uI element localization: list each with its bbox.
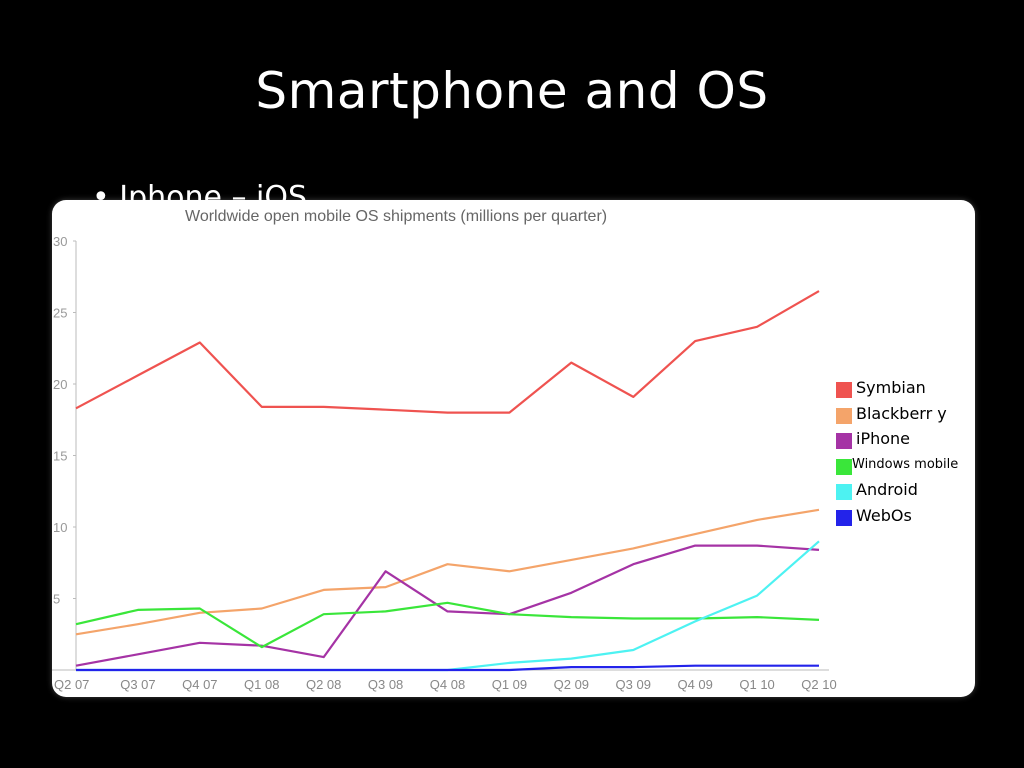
series-line-symbian — [75, 290, 820, 414]
x-tick-label: Q2 08 — [306, 677, 341, 692]
chart-reflection — [52, 700, 975, 768]
chart-card: Worldwide open mobile OS shipments (mill… — [52, 200, 975, 697]
series-line-iphone — [75, 544, 820, 667]
series-line-webos — [76, 664, 819, 672]
legend-swatch — [836, 382, 852, 398]
x-tick-label: Q4 07 — [182, 677, 217, 692]
legend-swatch — [836, 433, 852, 449]
legend-item: Blackberr y — [834, 402, 974, 428]
legend-label: Blackberr y — [856, 403, 947, 423]
legend-swatch — [836, 407, 852, 424]
x-tick-label: Q1 08 — [244, 677, 279, 692]
x-tick-label: Q1 10 — [739, 677, 774, 692]
chart-legend: Symbian Blackberr y iPhone Windows mobile An… — [834, 376, 974, 529]
legend-swatch — [836, 458, 852, 475]
x-tick-label: Q2 07 — [54, 677, 89, 692]
y-tick-label: 20 — [53, 377, 67, 392]
slide-title: Smartphone and OS — [255, 62, 769, 120]
series-line-blackberr-y — [75, 508, 820, 636]
y-tick-label: 30 — [53, 234, 67, 249]
bullet-text: • Iphone – iOS — [92, 180, 308, 202]
x-tick-label: Q3 07 — [120, 677, 155, 692]
series-line-android — [76, 540, 820, 672]
y-tick-label: 15 — [53, 449, 67, 464]
legend-label: iPhone — [856, 429, 911, 448]
x-tick-label: Q2 10 — [801, 677, 836, 692]
chart-title: Worldwide open mobile OS shipments (mill… — [185, 208, 607, 225]
legend-swatch — [836, 484, 852, 500]
x-tick-label: Q3 08 — [368, 677, 403, 692]
legend-item: Windows mobile — [834, 453, 974, 479]
legend-label: WebOs — [856, 505, 912, 525]
y-tick-label: 10 — [53, 520, 67, 535]
legend-item: iPhone — [834, 427, 974, 453]
x-tick-label: Q1 09 — [492, 677, 527, 692]
y-tick-label: 5 — [53, 592, 60, 607]
line-chart: Worldwide open mobile OS shipments (mill… — [52, 208, 837, 692]
x-tick-label: Q4 09 — [677, 677, 712, 692]
legend-item: Symbian — [834, 376, 974, 402]
legend-item: WebOs — [834, 504, 974, 530]
legend-label: Android — [856, 480, 918, 499]
x-tick-label: Q3 09 — [616, 677, 651, 692]
x-tick-label: Q2 09 — [554, 677, 589, 692]
series-line-windows-mobile — [75, 601, 820, 649]
legend-label: Symbian — [856, 378, 926, 397]
legend-swatch — [836, 509, 852, 526]
x-tick-label: Q4 08 — [430, 677, 465, 692]
legend-label: Windows mobile — [852, 456, 959, 472]
legend-item: Android — [834, 478, 974, 504]
y-tick-label: 25 — [53, 306, 67, 321]
